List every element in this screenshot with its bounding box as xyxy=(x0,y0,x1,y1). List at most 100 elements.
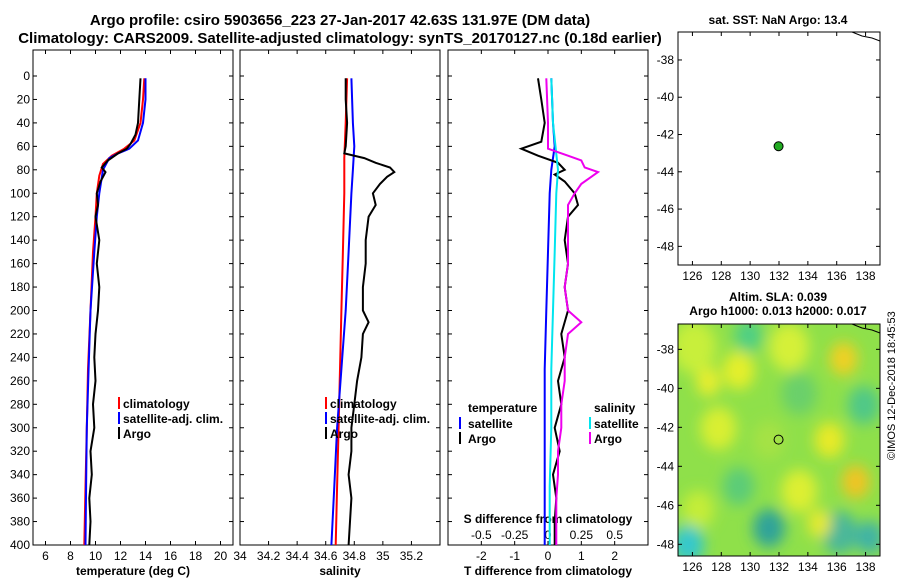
x-tick-label: 14 xyxy=(139,549,153,563)
sla-anomaly xyxy=(700,406,737,450)
argo-float-marker xyxy=(773,141,784,152)
x-tick-label: 134 xyxy=(798,560,818,574)
x-tick-label: 126 xyxy=(682,269,702,283)
legend-label: satellite-adj. clim. xyxy=(330,412,430,426)
legend-label: satellite xyxy=(594,417,639,431)
x-tick-label: 16 xyxy=(164,549,178,563)
sla-anomaly xyxy=(829,342,858,376)
sla-anomaly xyxy=(682,490,715,529)
y-tick-label: -44 xyxy=(657,165,675,179)
x-tick-label: 126 xyxy=(682,560,702,574)
x-tick-label: 35.2 xyxy=(400,549,424,563)
salinity-tick-label: 0.5 xyxy=(606,528,623,542)
x-tick-label: -1 xyxy=(509,549,520,563)
salinity-tick-label: 0 xyxy=(545,528,552,542)
sla-field xyxy=(678,324,880,556)
x-tick-label: 138 xyxy=(856,269,876,283)
panel-difference: -2 -1 0 1 2T difference from climatology S di… xyxy=(447,49,649,578)
y-tick-label: 80 xyxy=(17,163,31,177)
x-tick-label: 34.4 xyxy=(285,549,309,563)
x-tick-label: 130 xyxy=(740,269,760,283)
y-tick-label: -38 xyxy=(657,53,675,67)
x-tick-label: 34 xyxy=(233,549,247,563)
x-tick-label: 2 xyxy=(611,549,618,563)
x-tick-label: 8 xyxy=(67,549,74,563)
salinity-tick-label: -0.5 xyxy=(471,528,492,542)
legend-label: satellite xyxy=(468,417,513,431)
y-tick-label: -42 xyxy=(657,128,675,142)
y-tick-label: 220 xyxy=(10,327,30,341)
y-tick-label: 140 xyxy=(10,233,30,247)
series-line-salinity-argo xyxy=(545,78,601,545)
y-tick-label: 280 xyxy=(10,397,30,411)
sla-anomaly xyxy=(781,372,818,416)
sla-anomaly xyxy=(855,520,880,555)
y-tick-label: -46 xyxy=(657,498,675,512)
sla-anomaly xyxy=(722,351,755,390)
plot-title-climatology: Climatology: CARS2009. Satellite-adjuste… xyxy=(18,30,662,47)
y-tick-label: 240 xyxy=(10,350,30,364)
x-tick-label: 10 xyxy=(89,549,103,563)
sla-anomaly xyxy=(847,386,880,425)
legend-label: Argo xyxy=(594,432,622,446)
x-tick-label: -2 xyxy=(476,549,487,563)
legend-label: climatology xyxy=(330,397,397,411)
y-tick-label: 180 xyxy=(10,280,30,294)
y-tick-label: -48 xyxy=(657,537,675,551)
coastline xyxy=(851,323,881,334)
y-tick-label: 60 xyxy=(17,139,31,153)
y-tick-label: 40 xyxy=(17,116,31,130)
y-tick-label: 100 xyxy=(10,186,30,200)
x-tick-label: 132 xyxy=(769,269,789,283)
legend-label: Argo xyxy=(123,427,151,441)
y-tick-label: 20 xyxy=(17,92,31,106)
coastline xyxy=(851,31,881,42)
x-tick-label: 20 xyxy=(214,549,228,563)
y-tick-label: -46 xyxy=(657,202,675,216)
series-line-argo xyxy=(88,78,142,546)
sst-map: 126 128 130 132 134 136 138 -38 -40 -42 -44 -46 -48 xyxy=(657,31,881,283)
sla-anomaly xyxy=(752,420,785,460)
y-tick-label: 320 xyxy=(10,444,30,458)
sla-anomaly xyxy=(807,509,832,538)
x-tick-label: 132 xyxy=(769,560,789,574)
x-tick-label: 18 xyxy=(189,549,203,563)
sla-map-title: Altim. SLA: 0.039 xyxy=(729,290,827,304)
sla-anomaly xyxy=(678,525,705,556)
sst-map-title: sat. SST: NaN Argo: 13.4 xyxy=(709,13,848,27)
panel-frame xyxy=(32,49,234,546)
y-tick-label: 340 xyxy=(10,468,30,482)
y-tick-label: 160 xyxy=(10,257,30,271)
series-line-salinity-satellite xyxy=(548,78,560,545)
y-tick-label: -48 xyxy=(657,239,675,253)
y-tick-label: -42 xyxy=(657,420,675,434)
y-tick-label: -38 xyxy=(657,342,675,356)
x-tick-label: 128 xyxy=(711,269,731,283)
sla-anomaly xyxy=(722,467,755,506)
argo-float-marker xyxy=(773,434,784,445)
x-tick-label: 34.2 xyxy=(257,549,281,563)
plot-title-profile: Argo profile: csiro 5903656_223 27-Jan-2… xyxy=(89,12,591,29)
legend-title-temperature: temperature xyxy=(468,401,538,415)
x-axis-label: salinity xyxy=(319,564,361,578)
sla-anomaly xyxy=(781,469,818,513)
x-tick-label: 128 xyxy=(711,560,731,574)
x-tick-label: 35 xyxy=(376,549,390,563)
x-tick-label: 34.8 xyxy=(343,549,367,563)
y-tick-label: 0 xyxy=(23,69,30,83)
sla-map-subtitle: Argo h1000: 0.013 h2000: 0.017 xyxy=(689,304,867,318)
sla-anomaly xyxy=(814,422,845,458)
series-line-argo xyxy=(343,78,396,546)
sla-anomaly xyxy=(678,324,717,374)
panel-temperature: 0 20 40 60 80 100 120 140 160 180 200 220 240 260 280 3… xyxy=(10,49,234,578)
y-tick-label: 400 xyxy=(10,538,30,552)
x-tick-label: 136 xyxy=(827,269,847,283)
legend-title-salinity: salinity xyxy=(594,401,636,415)
y-tick-label: 200 xyxy=(10,304,30,318)
x-tick-label: 138 xyxy=(856,560,876,574)
series-line-temperature-argo xyxy=(518,78,580,545)
series-line-satellite-adj-clim- xyxy=(330,78,356,546)
y-tick-label: 360 xyxy=(10,491,30,505)
salinity-tick-label: -0.25 xyxy=(501,528,529,542)
